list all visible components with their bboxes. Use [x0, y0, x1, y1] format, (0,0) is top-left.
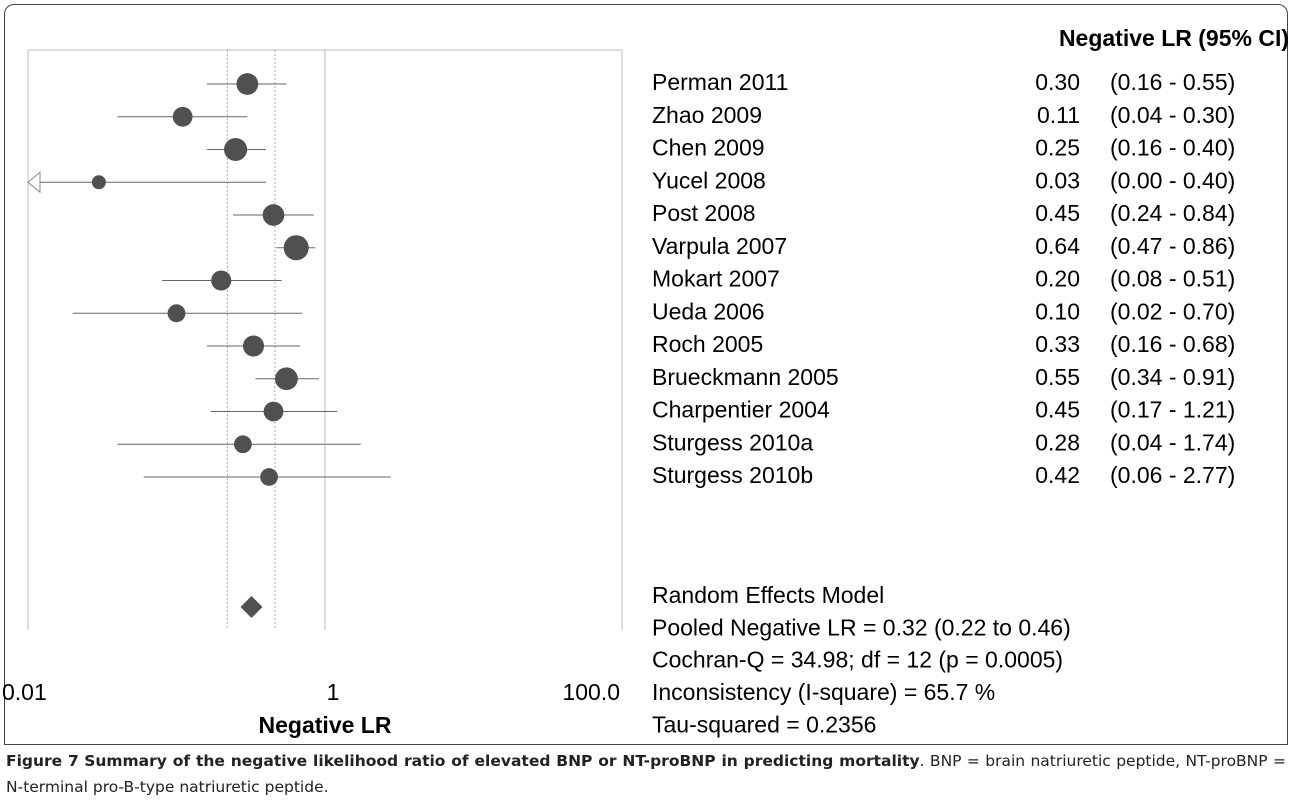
study-name: Perman 2011: [652, 69, 788, 95]
value-label: 0.11: [1037, 102, 1080, 128]
x-tick-label: 1: [327, 679, 340, 705]
ci-label: (0.24 - 0.84): [1110, 200, 1235, 226]
value-label: 0.10: [1035, 298, 1080, 324]
ci-label: (0.04 - 0.30): [1110, 102, 1235, 128]
caption-label: Figure 7: [6, 752, 79, 770]
study-name: Mokart 2007: [652, 266, 780, 292]
study-name: Post 2008: [652, 200, 756, 226]
x-tick-label: 0.01: [2, 679, 47, 705]
summary-line: Random Effects Model: [652, 582, 884, 608]
summary-line: Tau-squared = 0.2356: [652, 711, 876, 737]
point-estimate: [167, 304, 186, 323]
study-name: Varpula 2007: [652, 233, 787, 259]
summary-line: Inconsistency (I-square) = 65.7 %: [652, 679, 995, 705]
ci-label: (0.16 - 0.68): [1110, 331, 1235, 357]
point-estimate: [211, 270, 232, 291]
ci-label: (0.02 - 0.70): [1110, 298, 1235, 324]
study-name: Ueda 2006: [652, 298, 765, 324]
value-label: 0.30: [1035, 69, 1080, 95]
ci-label: (0.08 - 0.51): [1110, 266, 1235, 292]
point-estimate: [234, 435, 252, 454]
pooled-diamond: [240, 596, 263, 618]
point-estimate: [172, 106, 193, 127]
ci-label: (0.04 - 1.74): [1110, 429, 1235, 455]
point-estimate: [260, 468, 278, 486]
caption: Figure 7 Summary of the negative likelih…: [6, 748, 1286, 800]
caption-title: Summary of the negative likelihood ratio…: [84, 752, 920, 770]
study-name: Roch 2005: [652, 331, 763, 357]
point-estimate: [262, 204, 285, 226]
value-label: 0.20: [1035, 266, 1080, 292]
point-estimate: [275, 367, 298, 391]
ci-label: (0.00 - 0.40): [1110, 167, 1235, 193]
x-axis-label: Negative LR: [259, 712, 392, 738]
value-label: 0.03: [1035, 167, 1080, 193]
study-name: Sturgess 2010a: [652, 429, 813, 455]
study-name: Chen 2009: [652, 135, 765, 161]
caption-text: . BNP = brain natriuretic peptide, NT-pr…: [6, 752, 1286, 796]
ci-label: (0.47 - 0.86): [1110, 233, 1235, 259]
point-estimate: [263, 401, 284, 422]
value-label: 0.28: [1035, 429, 1080, 455]
ci-label: (0.34 - 0.91): [1110, 364, 1235, 390]
ci-label: (0.17 - 1.21): [1110, 397, 1235, 423]
value-label: 0.25: [1035, 135, 1080, 161]
x-tick-label: 100.0: [562, 679, 620, 705]
point-estimate: [242, 335, 265, 357]
study-name: Sturgess 2010b: [652, 462, 813, 488]
summary-line: Pooled Negative LR = 0.32 (0.22 to 0.46): [652, 614, 1071, 640]
ci-label: (0.06 - 2.77): [1110, 462, 1235, 488]
point-estimate: [224, 137, 248, 162]
value-label: 0.42: [1035, 462, 1080, 488]
ci-arrow: [27, 171, 41, 194]
value-label: 0.45: [1035, 397, 1080, 423]
ci-label: (0.16 - 0.55): [1110, 69, 1235, 95]
study-name: Yucel 2008: [652, 167, 766, 193]
value-label: 0.33: [1035, 331, 1080, 357]
value-label: 0.64: [1035, 233, 1080, 259]
value-label: 0.55: [1035, 364, 1080, 390]
chart: Negative LR (95% CI) Negative LR 0.01 1 10…: [2, 25, 1289, 738]
study-name: Zhao 2009: [652, 102, 762, 128]
table-header: Negative LR (95% CI): [1059, 25, 1289, 51]
point-estimate: [283, 235, 309, 261]
value-label: 0.45: [1035, 200, 1080, 226]
study-name: Brueckmann 2005: [652, 364, 839, 390]
point-estimate: [236, 73, 259, 95]
figure-frame: [4, 4, 1288, 745]
point-estimate: [91, 175, 106, 190]
study-name: Charpentier 2004: [652, 397, 830, 423]
ci-label: (0.16 - 0.40): [1110, 135, 1235, 161]
summary-line: Cochran-Q = 34.98; df = 12 (p = 0.0005): [652, 647, 1063, 673]
